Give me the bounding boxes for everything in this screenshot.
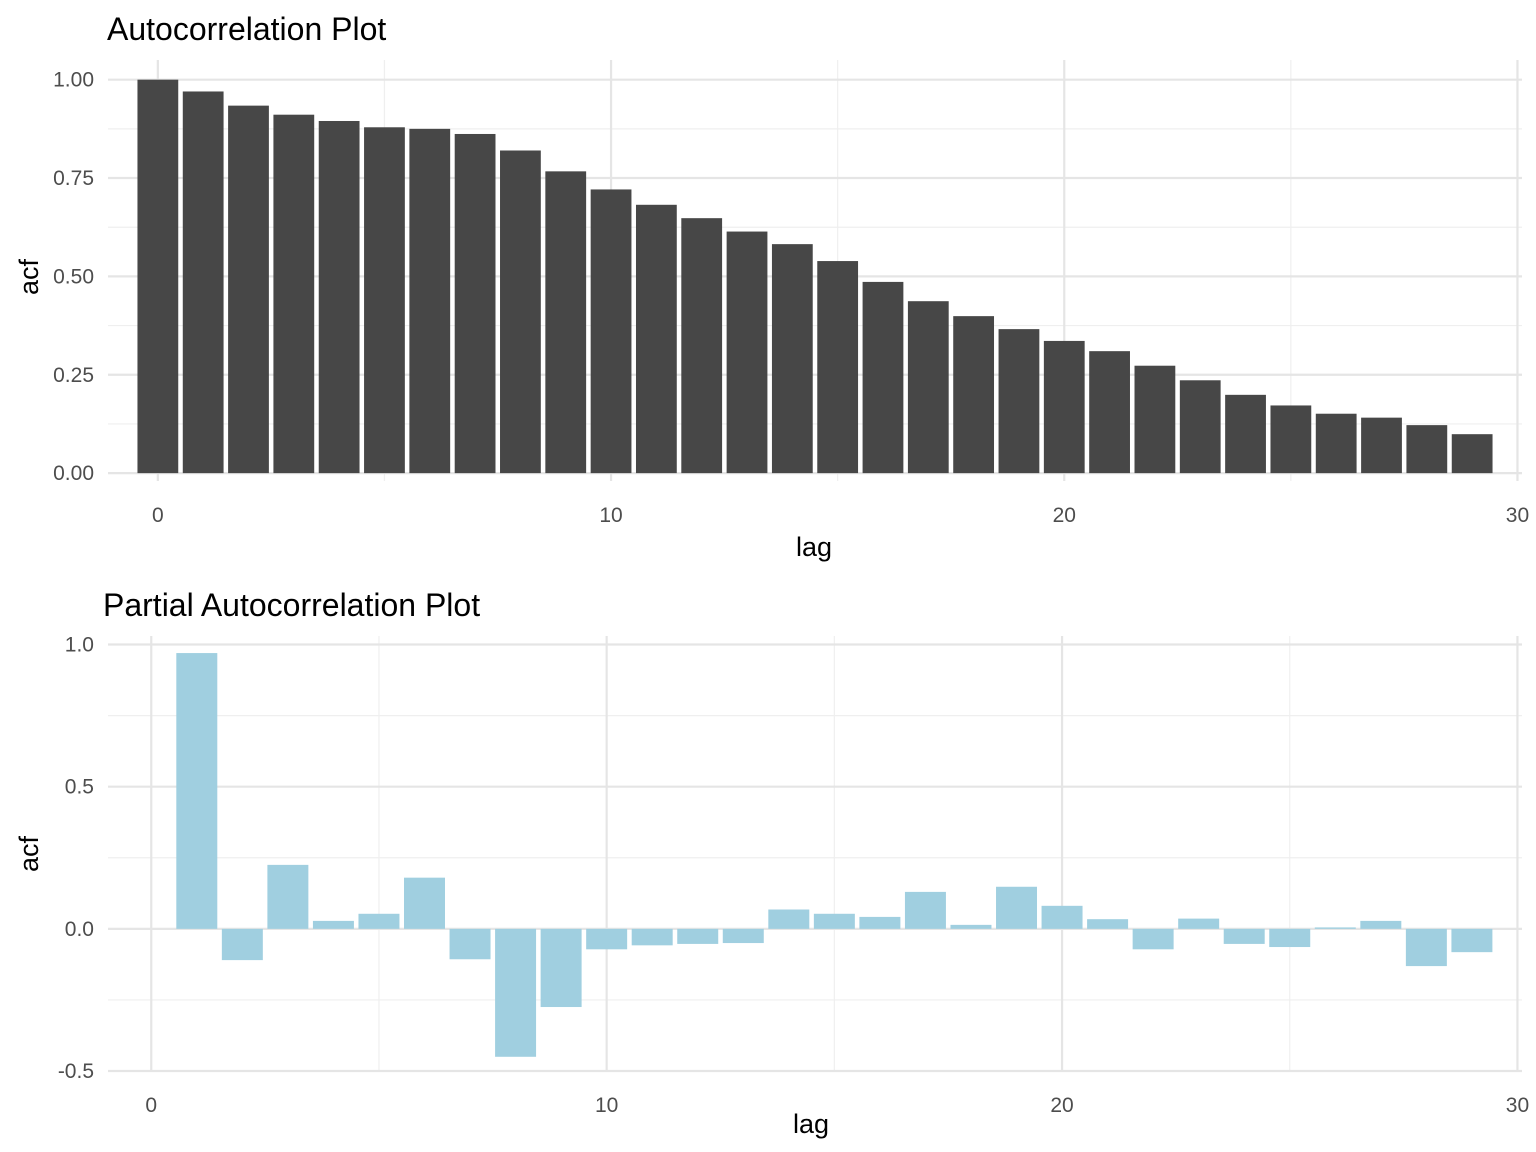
acf-x-axis-ticks: 0 10 20 30	[152, 504, 1529, 527]
pacf-x-axis-title: lag	[793, 1109, 829, 1139]
acf-bar	[1134, 365, 1176, 474]
acf-bar	[364, 127, 405, 474]
acf-bar	[771, 244, 813, 474]
acf-bar	[1406, 425, 1448, 474]
pacf-y-tick-label: 0.5	[65, 776, 94, 799]
acf-bar	[318, 120, 360, 474]
pacf-bars	[176, 653, 1493, 1057]
pacf-bar	[540, 928, 582, 1008]
acf-bar	[137, 79, 179, 474]
acf-bar	[454, 133, 496, 474]
acf-bar	[500, 150, 541, 474]
acf-y-tick-label: 0.25	[53, 364, 94, 387]
pacf-panel: Partial Autocorrelation Plot -0.5 0.0 0.5 1…	[14, 587, 1529, 1139]
acf-x-tick-label: 20	[1053, 504, 1076, 527]
acf-y-tick-label: 0.00	[53, 462, 94, 485]
pacf-bar	[1041, 905, 1083, 929]
acf-x-axis-title: lag	[796, 532, 832, 562]
acf-bar	[590, 189, 632, 474]
pacf-y-axis-ticks: -0.5 0.0 0.5 1.0	[58, 634, 94, 1083]
pacf-bar	[904, 891, 946, 929]
pacf-bar	[495, 928, 537, 1057]
pacf-y-tick-label: 1.0	[65, 634, 94, 657]
acf-panel: Autocorrelation Plot 0.00 0.25 0.50 0.75 1.0…	[14, 11, 1529, 562]
pacf-y-tick-label: -0.5	[58, 1060, 94, 1083]
pacf-bar	[1087, 919, 1129, 929]
acf-x-tick-label: 30	[1506, 504, 1529, 527]
acf-bar	[409, 128, 451, 474]
acf-bar	[1043, 340, 1085, 474]
pacf-bar	[859, 916, 901, 929]
pacf-bar	[1451, 928, 1493, 953]
pacf-bar	[950, 924, 992, 929]
pacf-x-tick-label: 10	[595, 1094, 618, 1117]
pacf-y-tick-label: 0.0	[65, 918, 94, 941]
pacf-bar	[404, 877, 445, 929]
acf-bar	[635, 204, 677, 474]
pacf-bar	[722, 928, 764, 944]
acf-bar	[681, 218, 723, 474]
pacf-bar	[1223, 928, 1265, 944]
pacf-bar	[1269, 928, 1311, 948]
pacf-bar	[631, 928, 673, 946]
pacf-chart-title: Partial Autocorrelation Plot	[103, 587, 480, 623]
acf-bar	[953, 316, 995, 474]
acf-bar	[1270, 405, 1312, 474]
acf-bar	[273, 114, 315, 474]
pacf-bar	[1360, 920, 1402, 929]
acf-bars	[137, 79, 1493, 474]
acf-y-tick-label: 0.50	[53, 265, 94, 288]
pacf-bar	[267, 864, 309, 929]
acf-bar	[726, 231, 768, 474]
pacf-bar	[586, 928, 628, 950]
pacf-bar	[1132, 928, 1174, 950]
pacf-x-axis-ticks: 0 10 20 30	[145, 1094, 1529, 1117]
acf-bar	[1225, 394, 1266, 474]
pacf-bar	[677, 928, 719, 944]
acf-bar	[817, 261, 859, 474]
pacf-y-axis-title: acf	[14, 835, 44, 872]
acf-bar	[907, 301, 949, 474]
acf-bar	[545, 171, 587, 474]
acf-bar	[862, 281, 904, 474]
pacf-bar	[1314, 927, 1356, 929]
acf-bar	[228, 105, 269, 474]
pacf-bar	[449, 928, 491, 960]
pacf-bar	[768, 909, 810, 929]
acf-y-axis-title: acf	[14, 258, 44, 295]
pacf-x-tick-label: 0	[145, 1094, 157, 1117]
pacf-x-tick-label: 30	[1506, 1094, 1529, 1117]
pacf-gridlines	[108, 636, 1522, 1073]
pacf-bar	[221, 928, 263, 961]
pacf-bar	[1178, 918, 1220, 929]
pacf-bar	[996, 886, 1038, 929]
acf-bar	[1179, 380, 1221, 474]
acf-bar	[998, 329, 1040, 474]
pacf-x-tick-label: 20	[1050, 1094, 1073, 1117]
acf-y-tick-label: 1.00	[53, 69, 94, 92]
acf-x-tick-label: 10	[599, 504, 622, 527]
pacf-bar	[813, 913, 855, 929]
pacf-bar	[312, 920, 354, 929]
acf-bar	[1315, 413, 1357, 474]
pacf-bar	[358, 913, 400, 929]
acf-y-tick-label: 0.75	[53, 167, 94, 190]
acf-x-tick-label: 0	[152, 504, 164, 527]
pacf-bar	[1405, 928, 1447, 967]
pacf-bar	[176, 653, 218, 929]
acf-bar	[1451, 434, 1493, 474]
acf-y-axis-ticks: 0.00 0.25 0.50 0.75 1.00	[53, 69, 94, 485]
acf-bar	[1089, 351, 1130, 474]
acf-chart-title: Autocorrelation Plot	[107, 11, 386, 47]
acf-bar	[1361, 417, 1402, 474]
acf-bar	[182, 91, 224, 474]
